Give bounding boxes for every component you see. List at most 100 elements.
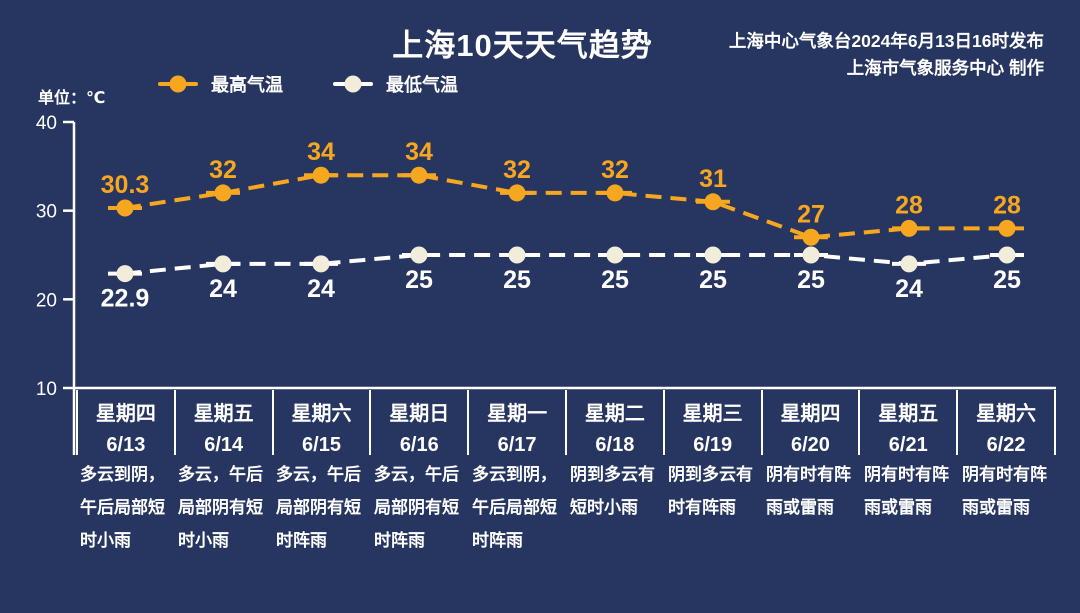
weather-text: 阴到多云有 时有阵雨 — [668, 465, 753, 517]
low-temp-marker — [704, 246, 722, 264]
legend-item-low-temp: 最低气温 — [333, 71, 458, 97]
date-label: 6/19 — [693, 434, 733, 456]
low-temp-marker — [998, 246, 1016, 264]
publisher-info: 上海中心气象台2024年6月13日16时发布 上海市气象服务中心 制作 — [729, 28, 1044, 82]
day-cell-2: 星期五 6/14 — [173, 390, 272, 456]
weather-text: 多云到阴， 午后局部短 时小雨 — [80, 465, 165, 550]
low-temp-value-label: 24 — [209, 275, 237, 303]
high-temp-value-label: 28 — [993, 191, 1021, 219]
weather-text: 阴有时有阵 雨或雷雨 — [766, 465, 851, 517]
y-tick-label: 20 — [36, 290, 57, 311]
weather-text: 多云到阴， 午后局部短 时阵雨 — [472, 465, 557, 550]
day-cell-7: 星期三 6/19 — [662, 390, 761, 456]
day-cell-4: 星期日 6/16 — [369, 390, 467, 456]
high-temp-marker — [900, 219, 918, 237]
high-temp-marker — [606, 184, 624, 202]
weekday-label: 星期六 — [976, 403, 1037, 425]
high-temp-marker — [508, 184, 526, 202]
low-temp-marker — [410, 246, 428, 264]
weekday-label: 星期四 — [95, 403, 156, 425]
high-temp-value-label: 32 — [601, 156, 629, 184]
low-temp-value-label: 25 — [797, 266, 825, 294]
date-label: 6/17 — [497, 434, 537, 456]
unit-label: 单位：℃ — [38, 90, 106, 107]
date-label: 6/21 — [888, 434, 928, 456]
high-temp-value-label: 27 — [797, 200, 825, 228]
low-temp-marker — [214, 255, 232, 273]
date-label: 6/16 — [399, 434, 439, 456]
low-temp-value-label: 24 — [895, 275, 923, 303]
y-tick-label: 10 — [36, 379, 57, 400]
high-temp-value-label: 31 — [699, 165, 727, 193]
weather-text: 多云，午后 局部阴有短 时阵雨 — [276, 465, 361, 550]
low-temp-value-label: 25 — [993, 266, 1021, 294]
high-temp-value-label: 34 — [405, 138, 433, 166]
weekday-label: 星期一 — [487, 403, 548, 425]
low-temp-line-icon — [333, 75, 373, 93]
low-temp-marker — [802, 246, 820, 264]
high-temp-line-icon — [158, 75, 198, 93]
high-temp-value-label: 32 — [209, 156, 237, 184]
low-temp-value-label: 25 — [405, 266, 433, 294]
publisher-line-1: 上海中心气象台2024年6月13日16时发布 — [728, 31, 1044, 51]
high-temp-value-label: 28 — [895, 191, 923, 219]
legend-item-high-temp: 最高气温 — [158, 71, 283, 97]
low-temp-value-label: 25 — [601, 266, 629, 294]
low-temp-marker — [900, 255, 918, 273]
high-temp-marker — [704, 193, 722, 211]
weather-text: 阴有时有阵 雨或雷雨 — [864, 465, 949, 517]
legend-label-high: 最高气温 — [211, 75, 283, 95]
publisher-line-2: 上海市气象服务中心 制作 — [846, 58, 1044, 78]
high-temp-value-label: 34 — [307, 138, 335, 166]
day-cell-10: 星期六 6/22 — [956, 390, 1056, 456]
day-header-row: 星期四 6/13 星期五 6/14 星期六 6/15 星期日 6/16 星期一 6/17 星期二 6/… — [76, 390, 1056, 456]
high-temp-value-label: 32 — [503, 156, 531, 184]
chart-legend: 最高气温 最低气温 — [158, 71, 458, 97]
low-temp-value-label: 25 — [503, 266, 531, 294]
date-label: 6/13 — [106, 434, 146, 456]
date-label: 6/20 — [791, 434, 830, 456]
date-label: 6/18 — [595, 434, 635, 456]
date-label: 6/22 — [986, 434, 1026, 456]
weekday-label: 星期日 — [389, 403, 450, 425]
weekday-label: 星期五 — [878, 403, 939, 425]
weekday-label: 星期六 — [291, 403, 352, 425]
low-temp-marker — [508, 246, 526, 264]
weather-text: 多云，午后 局部阴有短 时小雨 — [178, 465, 263, 550]
day-cell-8: 星期四 6/20 — [760, 390, 859, 456]
day-cell-6: 星期二 6/18 — [564, 390, 663, 456]
high-temp-marker — [214, 184, 232, 202]
high-temp-marker — [802, 228, 820, 246]
weather-text: 阴有时有阵 雨或雷雨 — [962, 465, 1047, 517]
day-cell-9: 星期五 6/21 — [858, 390, 956, 456]
y-tick-label: 30 — [36, 202, 57, 223]
weekday-label: 星期二 — [584, 403, 645, 425]
page-title: 上海10天天气趋势 — [392, 28, 653, 63]
legend-label-low: 最低气温 — [386, 75, 458, 95]
high-temp-dot-icon — [169, 75, 187, 93]
day-cell-5: 星期一 6/17 — [467, 390, 565, 456]
day-cell-3: 星期六 6/15 — [271, 390, 370, 456]
weekday-label: 星期三 — [682, 403, 743, 425]
weekday-label: 星期五 — [193, 403, 254, 425]
high-temp-marker — [998, 219, 1016, 237]
high-temp-marker — [312, 166, 330, 184]
weather-text: 阴到多云有 短时小雨 — [570, 465, 655, 517]
low-temp-marker — [116, 265, 134, 283]
high-temp-marker — [410, 166, 428, 184]
day-cell-1: 星期四 6/13 — [76, 390, 174, 456]
low-temp-series-line — [124, 253, 1008, 276]
low-temp-marker — [312, 255, 330, 273]
weekday-label: 星期四 — [780, 403, 841, 425]
y-tick-label: 40 — [36, 113, 57, 134]
high-temp-marker — [116, 199, 134, 217]
low-temp-dot-icon — [344, 75, 362, 93]
low-temp-value-label: 25 — [699, 266, 727, 294]
date-label: 6/14 — [204, 434, 244, 456]
high-temp-value-label: 30.3 — [101, 171, 150, 199]
low-temp-marker — [606, 246, 624, 264]
high-temp-series-line — [124, 173, 1007, 240]
low-temp-value-label: 24 — [307, 275, 335, 303]
